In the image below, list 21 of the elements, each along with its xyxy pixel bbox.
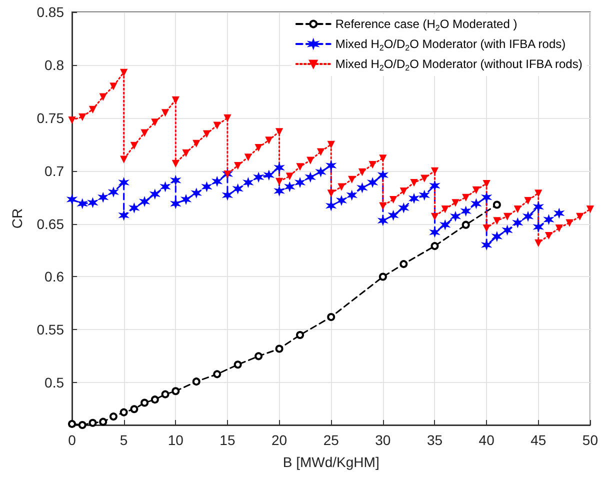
x-tick-label: 0 <box>68 432 76 448</box>
x-tick-label: 5 <box>120 432 128 448</box>
x-axis-title: B [MWd/KgHM] <box>282 454 380 470</box>
x-tick-label: 15 <box>220 432 236 448</box>
y-tick-label: 0.7 <box>44 162 64 179</box>
y-tick-label: 0.85 <box>36 4 64 20</box>
x-tick-label: 50 <box>582 432 598 448</box>
x-tick-label: 35 <box>426 432 443 448</box>
y-tick-label: 0.5 <box>44 374 64 391</box>
y-tick-label: 0.65 <box>36 216 64 232</box>
x-tick-label: 25 <box>323 432 340 448</box>
x-tick-label: 20 <box>271 432 288 448</box>
y-axis-title: CR <box>9 208 25 229</box>
y-tick-label: 0.55 <box>36 322 64 338</box>
x-tick-label: 40 <box>478 432 495 448</box>
y-tick-label: 0.6 <box>44 268 64 285</box>
x-tick-label: 45 <box>530 432 546 448</box>
y-tick-label: 0.8 <box>44 56 64 73</box>
x-tick-label: 30 <box>375 432 391 448</box>
y-tick-label: 0.75 <box>36 110 64 126</box>
x-tick-label: 10 <box>168 432 184 448</box>
